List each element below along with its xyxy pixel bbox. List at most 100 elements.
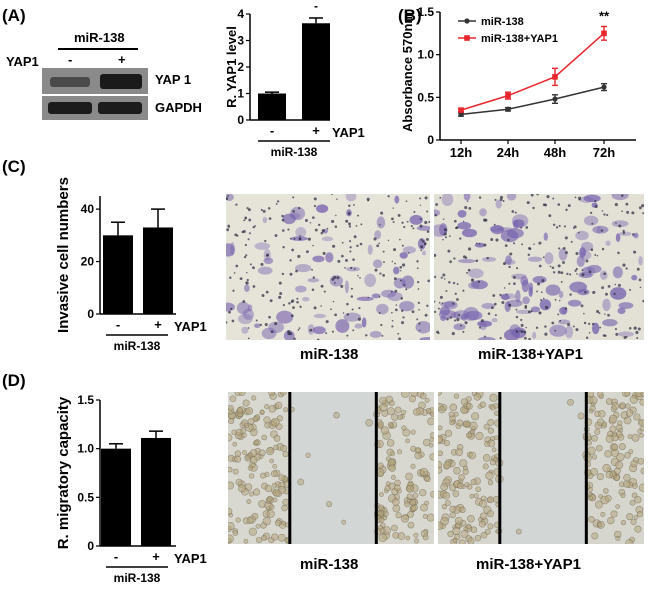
stained-cell [479, 208, 487, 217]
membrane-pore [511, 210, 515, 213]
membrane-pore [502, 262, 506, 266]
y-tick-label: 20 [81, 255, 95, 269]
membrane-pore [464, 206, 468, 210]
membrane-pore [325, 320, 329, 324]
membrane-pore [279, 292, 283, 295]
cell [410, 463, 416, 469]
stained-cell [583, 215, 599, 226]
membrane-pore [330, 308, 332, 311]
cell [629, 499, 636, 506]
scratch-gap [499, 392, 587, 544]
membrane-pore [467, 247, 472, 251]
cell [449, 419, 456, 426]
cell [620, 493, 626, 499]
stained-cell [506, 194, 517, 201]
membrane-pore [445, 289, 448, 292]
membrane-pore [309, 328, 313, 332]
membrane-pore [418, 329, 421, 332]
membrane-pore [226, 197, 229, 201]
membrane-pore [412, 227, 415, 230]
stained-cell [457, 259, 476, 264]
cell [639, 398, 644, 406]
stained-cell [499, 293, 517, 300]
cell [228, 522, 235, 531]
cell [487, 479, 494, 486]
membrane-pore [542, 297, 545, 300]
cell [228, 404, 234, 412]
membrane-pore [345, 258, 348, 262]
series-line [460, 32, 605, 111]
cell [623, 473, 631, 482]
membrane-pore [508, 282, 511, 285]
membrane-pore [406, 220, 409, 223]
cell [410, 392, 419, 397]
stained-cell [509, 324, 521, 336]
membrane-pore [631, 211, 635, 215]
stained-cell [422, 250, 427, 256]
cell [628, 449, 634, 455]
y-tick-label: 0 [87, 539, 94, 553]
membrane-pore [349, 240, 352, 243]
cell [452, 490, 460, 498]
panel-label-c: (C) [2, 157, 26, 176]
membrane-pore [494, 198, 497, 201]
blot-yap1-strip [42, 68, 148, 94]
y-axis-label: R. migratory capacity [55, 396, 72, 549]
membrane-pore [483, 243, 487, 247]
membrane-pore [637, 327, 641, 331]
membrane-pore [578, 198, 581, 201]
membrane-pore [296, 297, 299, 300]
cell [605, 434, 614, 443]
cell [577, 412, 585, 420]
membrane-pore [260, 208, 263, 212]
cell [587, 446, 596, 455]
cell [269, 504, 275, 510]
stained-cell [387, 291, 403, 302]
cell [591, 532, 599, 540]
stained-cell [532, 276, 547, 284]
membrane-pore [434, 310, 437, 313]
cell [473, 393, 482, 401]
cell [602, 488, 609, 494]
stained-cell [461, 228, 478, 238]
membrane-pore [281, 272, 285, 276]
cell [475, 486, 482, 493]
membrane-pore [552, 197, 555, 200]
stained-cell [576, 255, 585, 267]
stained-cell [545, 284, 561, 296]
cell [419, 392, 427, 400]
cell [637, 428, 643, 434]
cell [281, 504, 288, 512]
cell [493, 410, 500, 416]
membrane-pore [282, 303, 285, 307]
chart-b: 0 0.5 1.0 1.5 12h 24h 48h 72h miR-138 miR-138+YAP… [400, 5, 636, 160]
membrane-pore [323, 290, 326, 293]
membrane-pore [281, 218, 285, 222]
stained-cell [478, 336, 496, 340]
membrane-pore [417, 301, 420, 304]
membrane-pore [591, 322, 595, 326]
stained-cell [312, 255, 325, 263]
membrane-pore [355, 224, 358, 227]
membrane-pore [503, 287, 506, 289]
cell [246, 516, 254, 525]
membrane-pore [540, 291, 543, 293]
cell [438, 406, 446, 414]
stained-cell [528, 286, 533, 297]
cell [605, 398, 613, 405]
data-point [601, 30, 607, 37]
membrane-pore [365, 334, 368, 337]
membrane-pore [520, 330, 524, 334]
cell [274, 519, 282, 527]
membrane-pore [311, 268, 313, 271]
membrane-pore [374, 268, 378, 272]
bar [103, 235, 133, 314]
stained-cell [302, 296, 310, 302]
stained-cell [282, 213, 296, 225]
cell [444, 500, 451, 507]
bar [258, 93, 286, 120]
membrane-pore [617, 251, 620, 255]
cell [401, 392, 410, 398]
cell [633, 413, 641, 421]
membrane-pore [247, 337, 250, 340]
